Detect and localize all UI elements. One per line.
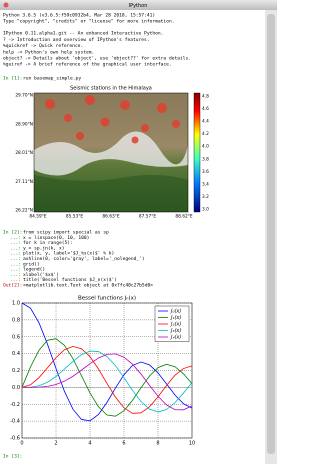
continuation-prompt: ...: [10, 252, 21, 257]
station-marker [157, 103, 167, 113]
window-title: IPython [129, 3, 148, 9]
station-marker [101, 118, 110, 127]
chart-title: Bessel functions Jₙ(x) [78, 296, 136, 302]
station-marker [64, 114, 72, 122]
x-tick-label: 4 [88, 441, 91, 447]
station-marker [45, 99, 55, 109]
map-x-tick-label: 86.63°E [102, 214, 119, 220]
y-tick-label: 0.4 [12, 351, 20, 357]
input-prompt: In [3]: [3, 454, 22, 460]
map-y-tick-label: 28.01°N [15, 150, 33, 156]
x-tick-label: 8 [156, 441, 159, 447]
output-text: <matplotlib.text.Text object at 0x7fc40c… [23, 283, 153, 289]
colorbar-tick-label: 3.2 [202, 194, 209, 200]
y-tick-label: 0.2 [12, 368, 20, 374]
station-marker [141, 124, 149, 132]
input-code: for k in range(5): [23, 240, 73, 246]
lowland [34, 175, 188, 212]
input-prompt: In [2]: [3, 230, 22, 236]
continuation-prompt: ...: [10, 278, 21, 283]
map-x-tick-label: 88.62°E [175, 214, 192, 220]
input-code: run basemap_simple.py [23, 76, 81, 82]
colorbar-tick-label: 4.2 [202, 131, 209, 137]
station-marker [85, 95, 95, 105]
banner-line: IPython 0.11.alpha1.git -- An enhanced I… [3, 31, 163, 37]
map-y-tick-label: 28.90°N [15, 121, 33, 127]
continuation-prompt: ...: [10, 257, 21, 262]
input-code: xlabel('$x$') [23, 272, 59, 278]
station-marker [76, 132, 84, 140]
page: IPython Python 3.6.5 (v3.6.5:f59c0932b4,… [0, 0, 277, 464]
x-tick-label: 2 [54, 441, 57, 447]
continuation-prompt: ...: [10, 262, 21, 267]
station-marker [132, 137, 139, 144]
map-figure [34, 93, 200, 212]
x-tick-label: 0 [20, 441, 23, 447]
banner-line: help -> Python's own help system. [3, 49, 94, 55]
station-marker [120, 100, 130, 110]
input-code: axhline(0, color='gray', label='_nolegen… [23, 256, 145, 262]
input-code: plot(x, y, label='$J_%s(x)$' % k) [23, 251, 114, 257]
close-button[interactable] [4, 3, 9, 8]
x-tick-label: 6 [122, 441, 125, 447]
map-y-tick-label: 27.11°N [15, 179, 33, 185]
y-tick-label: -0.4 [10, 419, 20, 425]
legend-label: J₂(x) [170, 322, 181, 328]
legend-label: J₀(x) [170, 309, 181, 315]
input-code: grid() [23, 261, 40, 267]
colorbar-tick-label: 4.0 [202, 144, 209, 150]
colorbar-tick-label: 3.8 [202, 156, 209, 162]
input-prompt: In [1]: [3, 76, 22, 82]
map-title: Seismic stations in the Himalaya [70, 86, 152, 92]
legend-label: J₄(x) [170, 335, 181, 341]
legend-label: J₃(x) [170, 328, 181, 334]
x-tick-label: 10 [189, 441, 195, 447]
map-y-tick-label: 26.22°N [15, 208, 33, 214]
y-tick-label: 0.0 [12, 385, 20, 391]
colorbar-tick-label: 3.4 [202, 181, 209, 187]
banner-line: Python 3.6.5 (v3.6.5:f59c0932b4, Mar 28 … [3, 13, 155, 19]
map-x-tick-label: 85.53°E [66, 214, 83, 220]
input-code: from scipy import special as sp [23, 230, 109, 236]
y-tick-label: -0.6 [10, 436, 20, 442]
continuation-prompt: ...: [10, 236, 21, 241]
input-code: legend() [23, 267, 45, 273]
input-code: y = sp.jn(k, x) [23, 245, 65, 251]
legend-label: J₁(x) [170, 315, 181, 321]
map-x-tick-label: 84.59°E [29, 214, 46, 220]
banner-line: %quickref -> Quick reference. [3, 43, 83, 49]
colorbar-tick-label: 4.6 [202, 106, 209, 112]
colorbar-tick-label: 4.4 [202, 119, 209, 125]
scrollbar-thumb[interactable] [267, 14, 275, 454]
banner-line: object? -> Details about 'object', use '… [3, 56, 191, 62]
station-marker [172, 120, 180, 128]
y-tick-label: -0.2 [10, 402, 20, 408]
y-tick-label: 1.0 [12, 301, 20, 307]
continuation-prompt: ...: [10, 246, 21, 251]
input-code: x = linspace(0, 10, 100) [23, 235, 89, 241]
input-code: title('Bessel functions $J_n(x)$') [23, 277, 117, 283]
map-x-tick-label: 87.57°E [139, 214, 156, 220]
colorbar-tick-label: 3.0 [202, 207, 209, 213]
continuation-prompt: ...: [10, 268, 21, 273]
banner-line: %guiref -> A brief reference of the grap… [3, 62, 172, 68]
map-y-tick-label: 29.70°N [15, 93, 33, 99]
banner-line: Type "copyright", "credits" or "license"… [3, 19, 174, 25]
continuation-prompt: ...: [10, 273, 21, 278]
screen: IPython Python 3.6.5 (v3.6.5:f59c0932b4,… [0, 0, 277, 464]
colorbar [194, 93, 200, 212]
colorbar-tick-label: 3.6 [202, 169, 209, 175]
colorbar-tick-label: 4.8 [202, 94, 209, 100]
y-tick-label: 0.8 [12, 317, 20, 323]
banner-line: ? -> Introduction and overview of IPytho… [3, 37, 150, 43]
continuation-prompt: ...: [10, 241, 21, 246]
y-tick-label: 0.6 [12, 334, 20, 340]
output-prompt: Out[2]: [3, 283, 22, 289]
